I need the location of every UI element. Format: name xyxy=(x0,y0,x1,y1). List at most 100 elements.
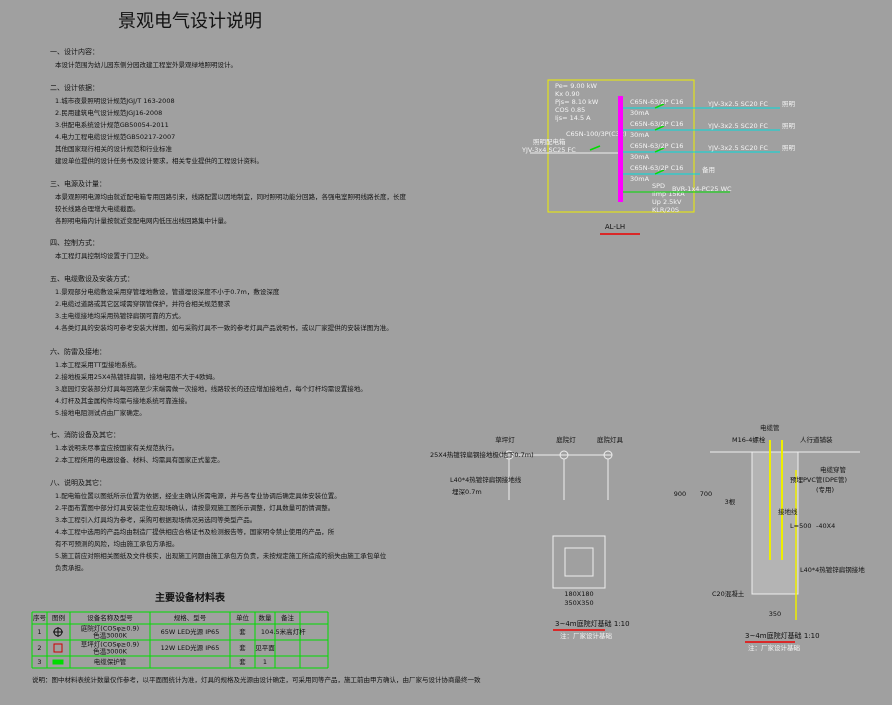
section-line: 3.庭园灯安装部分灯具每回路至少末端需做一次接地，线路较长的还应增加接地点，每个… xyxy=(55,384,367,393)
branch-breaker: C65N-63/2P C16 xyxy=(630,120,683,128)
incoming-label: 照明配电箱 xyxy=(533,137,566,146)
panel-frame xyxy=(547,79,695,213)
dimension: 350 xyxy=(769,610,781,618)
foundation-plan xyxy=(552,535,606,589)
table-cell: 2 xyxy=(37,644,41,652)
table-cell: 65W LED光源 IP65 xyxy=(161,627,220,636)
section-line: 本设计范围为幼儿园东侧分园改建工程室外景观绿地照明设计。 xyxy=(55,60,237,69)
section-heading: 四、控制方式： xyxy=(50,238,99,247)
detail-note: 注：厂家设计基础 xyxy=(560,631,613,640)
spd-label: Iimp 15kA xyxy=(652,190,685,198)
section-label: C20混凝土 xyxy=(712,589,745,598)
table-cell: 草坪灯(COSφ≥0.9) xyxy=(81,640,139,649)
section-line: 3.供配电系统设计规范GB50054-2011 xyxy=(55,120,169,129)
section-line: 1.配电箱位置以图纸所示位置为依据，经业主确认所需电源，并与各专业协调后确定具体… xyxy=(55,491,341,500)
section-line: 1.本工程采用TT型接地系统。 xyxy=(55,360,141,369)
section-line: 负责承担。 xyxy=(55,563,88,572)
section-heading: 三、电源及计量： xyxy=(50,179,106,188)
section-line: 2.本工程所用的电器设备、材料、均需具有国家正式鉴定。 xyxy=(55,455,224,464)
incoming-cable: YJV-3x4 SC25 FC xyxy=(521,146,576,154)
section-line: 各照明电箱内计量按就近变配电网内低压出线回路集中计量。 xyxy=(55,216,231,225)
switch xyxy=(589,145,601,151)
section-heading: 六、防雷及接地： xyxy=(50,347,106,356)
section-line: 建设单位提供的设计任务书及设计要求，相关专业提供的工程设计资料。 xyxy=(55,156,263,165)
switch xyxy=(654,147,665,153)
table-cell: 4.5米高灯杆 xyxy=(269,627,306,636)
section-heading: 二、设计依据： xyxy=(50,83,99,92)
branch-cable: YJV-3x2.5 SC20 FC xyxy=(707,122,768,130)
table-cell: 色温3000K xyxy=(93,631,128,640)
lamp-label: L40*4热镀锌扁钢接地线 xyxy=(450,475,522,484)
table-cell: 庭院灯(COSφ≥0.9) xyxy=(81,624,139,633)
section-line: 2.电缆过道路或其它区域需穿钢管保护，并符合相关规范要求 xyxy=(55,299,231,308)
switch xyxy=(654,125,665,131)
table-cell: 10 xyxy=(261,628,269,636)
table-cell: 见平面 xyxy=(255,644,275,652)
table-cell: 1 xyxy=(37,628,41,636)
dimension: 700 xyxy=(700,490,712,498)
section-line: 5.施工前应对照相关图纸及文件核实，出现施工问题由施工承包方负责，未按规定施工所… xyxy=(55,551,387,560)
foundation-core xyxy=(564,547,594,577)
branch-rcd: 30mA xyxy=(630,109,650,117)
table-cell: 3 xyxy=(37,658,41,666)
section-line: 3.本工程引入灯具均为参考，采购可根据现场情况另选同等类型产品。 xyxy=(55,515,256,524)
branch-breaker: C65N-63/2P C16 xyxy=(630,164,683,172)
section-line: 3.主电缆接地均采用热镀锌扁钢可靠的方式。 xyxy=(55,311,185,320)
lamp-label: 埋深0.7m xyxy=(452,487,482,496)
section-label: 电缆管 xyxy=(760,423,780,432)
section-line: 2.接地极采用25X4热镀锌扁钢，接地电阻不大于4欧姆。 xyxy=(55,372,219,381)
table-cell: 12W LED光源 IP65 xyxy=(161,643,220,652)
section-heading: 五、电缆敷设及安装方式： xyxy=(50,274,134,283)
dimension: 900 xyxy=(674,490,686,498)
section-line: 4.本工程中选用的产品均由制造厂提供相应合格证书及检测报告等，国家明令禁止使用的… xyxy=(55,527,335,536)
switch xyxy=(654,169,665,175)
table-header: 单位 xyxy=(236,613,250,622)
spd-label: SPD xyxy=(652,182,665,190)
section-line: 1.景观部分电缆敷设采用穿管埋地敷设，管道埋设深度不小于0.7m，敷设深度 xyxy=(55,287,280,296)
section-label: 人行道铺装 xyxy=(800,435,833,444)
table-title: 主要设备材料表 xyxy=(155,591,226,604)
lamp-label: 25X4热镀锌扁钢接地极(地下0.7m) xyxy=(430,450,534,459)
table-header: 规格、型号 xyxy=(174,613,207,622)
table-header: 序号 xyxy=(33,613,47,622)
section-label: 接地线 xyxy=(778,507,798,516)
section-label: L=500 xyxy=(790,522,811,530)
section-line: 5.接地电阻测试点由厂家确定。 xyxy=(55,408,146,417)
branch-use: 照明 xyxy=(782,144,796,152)
switch xyxy=(654,103,665,109)
section-label: 电缆穿管 xyxy=(820,465,847,474)
section-line: 4.各类灯具的安装均可参考安装大样图，如与采购灯具不一致的参考灯具产品说明书，或… xyxy=(55,323,393,332)
dimension: 350X350 xyxy=(564,599,593,607)
section-label: M16-4螺栓 xyxy=(732,435,766,444)
table-header: 备注 xyxy=(281,613,295,622)
table-cell: 1 xyxy=(263,658,267,666)
spd-label: KLR/20S xyxy=(652,206,679,214)
spd-label: Up 2.5kV xyxy=(652,198,682,206)
section-heading: 八、说明及其它： xyxy=(50,478,106,487)
branch-use: 照明 xyxy=(782,100,796,108)
earth-cable: BVR-1x4-PC25 WC xyxy=(672,185,732,193)
section-line: 有不可预测的风险，均由施工承包方承担。 xyxy=(55,539,179,548)
section-line: 本工程灯具控制均设置于门卫处。 xyxy=(55,251,153,260)
branch-breaker: C65N-63/2P C16 xyxy=(630,98,683,106)
table-cell: 色温3000K xyxy=(93,647,128,656)
branch-breaker: C65N-63/2P C16 xyxy=(630,142,683,150)
section-line: 本景观照明电源均由就近配电箱专用回路引来，线路配置以因地制宜，同时照明功能分回路… xyxy=(55,192,407,201)
detail-note: 注：厂家设计基础 xyxy=(748,643,801,652)
page-title: 景观电气设计说明 xyxy=(118,11,262,32)
section-heading: 七、消防设备及其它： xyxy=(50,430,120,439)
branch-use: 备用 xyxy=(702,165,715,174)
table-note: 说明：图中材料表统计数量仅作参考，以平面图统计为准，灯具的规格及光源由设计确定，… xyxy=(32,675,481,684)
table-cell: 电缆保护管 xyxy=(94,657,127,666)
section-heading: 一、设计内容： xyxy=(50,47,99,56)
panel-param: Ijs= 14.5 A xyxy=(555,114,591,122)
table-cell: 套 xyxy=(239,657,246,666)
bus-bar xyxy=(618,96,623,202)
lamp-label: 庭院灯 xyxy=(556,435,576,444)
section-label: L40*4热镀锌扁钢接地 xyxy=(800,565,865,574)
lamp-label: 草坪灯 xyxy=(495,435,515,444)
section-line: 4.电力工程电缆设计规范GB50217-2007 xyxy=(55,132,175,141)
branch-use: 照明 xyxy=(782,122,796,130)
